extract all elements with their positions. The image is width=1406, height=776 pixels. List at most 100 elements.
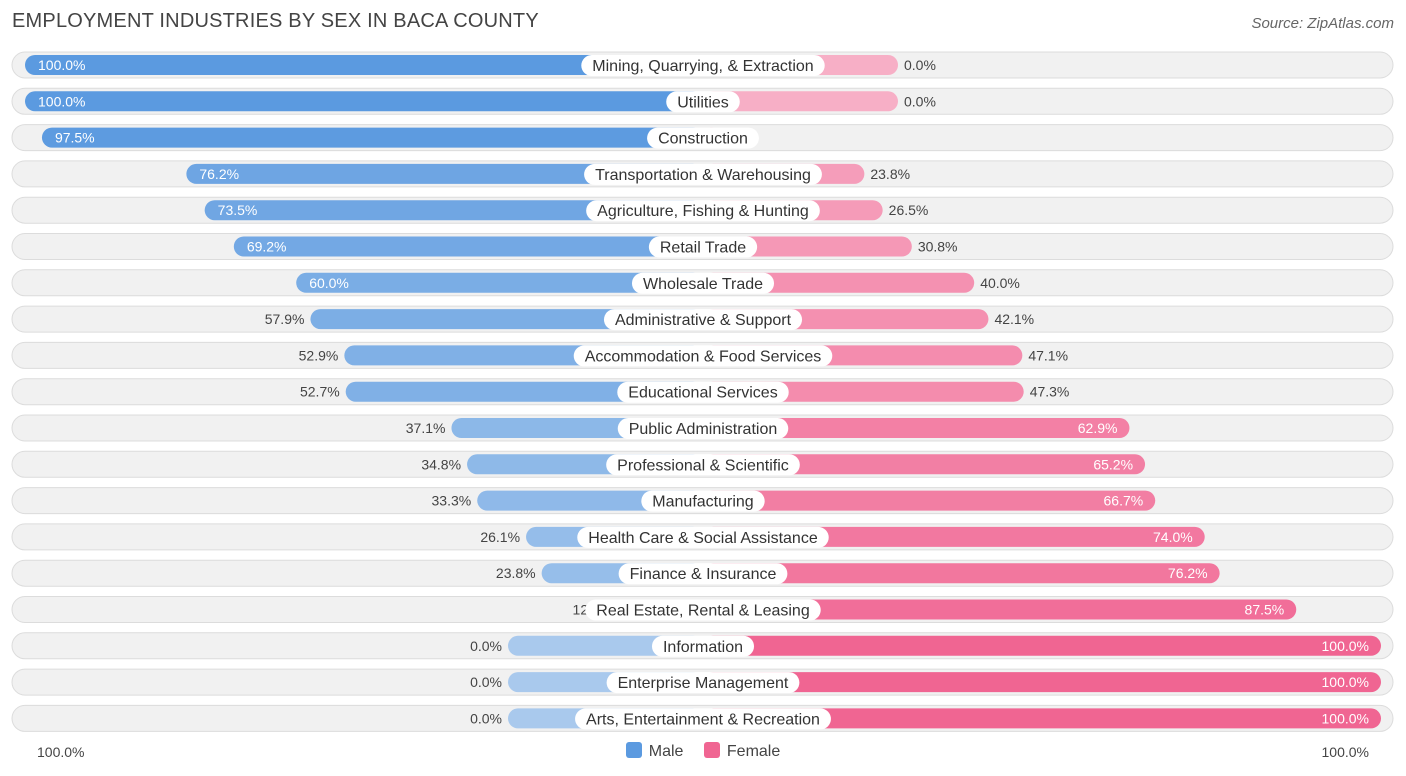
bar-male: [310, 309, 703, 330]
axis-right-label: 100.0%: [1321, 744, 1369, 760]
category-label-pill: [585, 599, 821, 621]
value-label-female: 40.0%: [980, 275, 1020, 291]
value-label-male: 0.0%: [470, 638, 502, 654]
category-label: Mining, Quarrying, & Extraction: [592, 58, 813, 75]
category-label: Real Estate, Rental & Leasing: [596, 603, 809, 620]
category-label: Health Care & Social Assistance: [588, 530, 818, 547]
bar-female: [703, 526, 1205, 547]
value-label-female: 100.0%: [1322, 710, 1369, 726]
category-label: Agriculture, Fishing & Hunting: [597, 203, 809, 220]
value-label-male: 69.2%: [247, 239, 287, 255]
category-label-pill: [631, 272, 775, 294]
category-label-pill: [617, 381, 789, 403]
category-label-pill: [618, 563, 788, 585]
chart-title: EMPLOYMENT INDUSTRIES BY SEX IN BACA COU…: [12, 10, 539, 32]
category-label-pill: [647, 127, 759, 149]
value-label-female: 0.0%: [904, 93, 936, 109]
value-label-female: 66.7%: [1104, 493, 1144, 509]
category-label: Retail Trade: [660, 240, 746, 257]
value-label-female: 26.5%: [889, 202, 929, 218]
value-label-male: 60.0%: [309, 275, 349, 291]
category-label: Arts, Entertainment & Recreation: [586, 711, 820, 728]
value-label-male: 34.8%: [421, 456, 461, 472]
category-label: Administrative & Support: [615, 312, 792, 329]
legend-label-female: Female: [726, 743, 781, 760]
bar-male: [25, 91, 703, 112]
value-label-male: 100.0%: [38, 93, 85, 109]
value-label-female: 100.0%: [1322, 674, 1369, 690]
value-label-male: 33.3%: [432, 493, 472, 509]
bar-male: [233, 236, 703, 257]
bar-female: [703, 563, 1220, 584]
bar-female: [703, 490, 1156, 511]
category-label-pill: [573, 345, 833, 367]
category-label: Professional & Scientific: [617, 457, 789, 474]
value-label-female: 62.9%: [1078, 420, 1118, 436]
category-label: Transportation & Warehousing: [595, 167, 811, 184]
category-label: Construction: [658, 131, 748, 148]
bar-female: [703, 91, 898, 112]
legend-label-male: Male: [648, 743, 684, 760]
bar-female: [703, 708, 1381, 729]
bar-male: [25, 55, 703, 75]
value-label-male: 52.7%: [300, 384, 340, 400]
legend-item-male: Male: [625, 742, 684, 761]
bar-male: [41, 127, 703, 148]
legend-item-female: Female: [703, 742, 781, 761]
category-label: Public Administration: [629, 421, 778, 438]
category-label: Educational Services: [628, 385, 777, 402]
category-label-pill: [606, 454, 800, 476]
bar-male: [186, 163, 703, 184]
category-label: Information: [663, 639, 743, 656]
source-credit: Source: ZipAtlas.com: [1251, 15, 1394, 32]
value-label-female: 87.5%: [1245, 602, 1285, 618]
axis-left-label: 100.0%: [37, 744, 85, 760]
category-label-pill: [603, 309, 803, 331]
category-label: Wholesale Trade: [643, 276, 763, 293]
legend-swatch-male: [625, 742, 642, 758]
value-label-female: 30.8%: [918, 239, 958, 255]
value-label-male: 26.1%: [480, 529, 520, 545]
bar-female: [703, 635, 1381, 656]
diverging-bar-chart: 100.0% 0.0% Mining, Quarrying, & Extractio…: [11, 51, 1394, 732]
value-label-female: 76.2%: [1168, 565, 1208, 581]
category-label-pill: [584, 163, 822, 185]
value-label-male: 76.2%: [199, 166, 239, 182]
value-label-female: 100.0%: [1322, 638, 1369, 654]
bar-female: [703, 454, 1146, 475]
value-label-female: 65.2%: [1093, 456, 1133, 472]
category-label: Enterprise Management: [618, 675, 789, 692]
bar-male: [204, 200, 704, 221]
value-label-female: 23.8%: [870, 166, 910, 182]
value-label-female: 42.1%: [994, 311, 1034, 327]
bar-male: [296, 272, 703, 293]
value-label-male: 0.0%: [470, 710, 502, 726]
value-label-male: 0.0%: [470, 674, 502, 690]
category-label: Accommodation & Food Services: [585, 348, 822, 365]
category-label-pill: [586, 200, 820, 222]
value-label-male: 73.5%: [218, 202, 258, 218]
legend: Male Female: [0, 742, 1406, 761]
value-label-female: 47.3%: [1030, 384, 1070, 400]
category-label-pill: [651, 635, 755, 657]
value-label-male: 100.0%: [38, 57, 85, 73]
bar-male: [345, 381, 703, 402]
value-label-male: 97.5%: [55, 130, 95, 146]
category-label-pill: [577, 526, 829, 548]
category-label-pill: [641, 490, 765, 512]
category-label-pill: [581, 55, 825, 76]
value-label-male: 23.8%: [496, 565, 536, 581]
category-label: Utilities: [677, 94, 729, 111]
value-label-male: 37.1%: [406, 420, 446, 436]
category-label: Manufacturing: [652, 494, 753, 511]
bar-female: [703, 599, 1297, 620]
category-label: Finance & Insurance: [630, 566, 777, 583]
value-label-female: 47.1%: [1028, 347, 1068, 363]
value-label-male: 52.9%: [299, 347, 339, 363]
value-label-male: 57.9%: [265, 311, 305, 327]
bar-female: [703, 418, 1130, 438]
value-label-female: 0.0%: [904, 57, 936, 73]
bar-female: [703, 672, 1381, 693]
legend-swatch-female: [703, 742, 720, 758]
value-label-female: 74.0%: [1153, 529, 1193, 545]
